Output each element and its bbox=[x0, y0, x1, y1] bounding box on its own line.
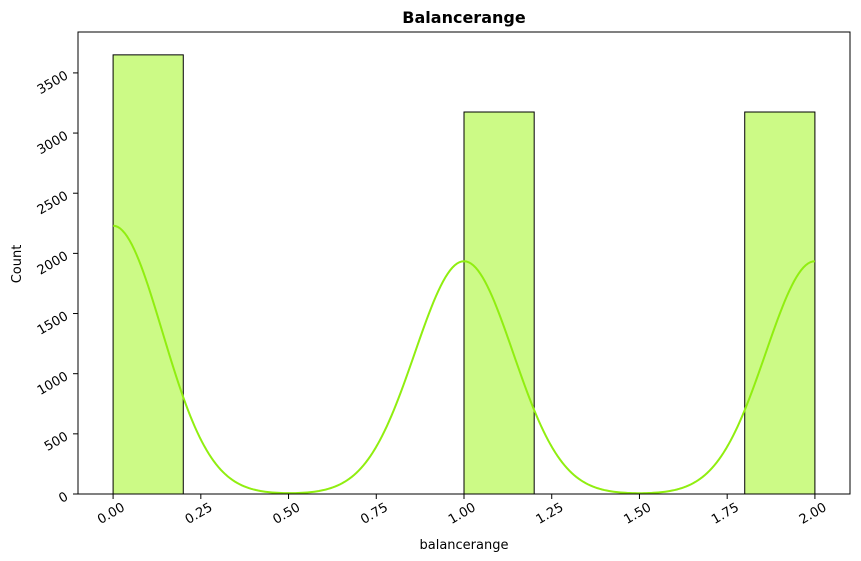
y-tick-label: 0 bbox=[56, 489, 71, 506]
x-tick-label: 0.25 bbox=[183, 500, 216, 527]
y-tick-label: 3000 bbox=[35, 129, 71, 159]
histogram-bar bbox=[112, 54, 184, 495]
kde-line bbox=[112, 224, 816, 495]
y-tick-label: 2000 bbox=[35, 249, 71, 279]
x-tick-label: 0.75 bbox=[358, 500, 391, 527]
plot-frame bbox=[77, 31, 851, 495]
y-tick-label: 1500 bbox=[35, 309, 71, 339]
x-axis-label: balancerange bbox=[420, 538, 509, 553]
histogram-bar bbox=[744, 111, 816, 495]
x-tick-label: 0.00 bbox=[95, 500, 128, 527]
histogram-bar bbox=[463, 111, 535, 495]
bars-layer bbox=[112, 54, 816, 495]
x-tick-label: 1.00 bbox=[446, 500, 479, 527]
x-tick-label: 1.75 bbox=[709, 500, 742, 527]
y-axis-label: Count bbox=[10, 245, 25, 284]
y-tick-label: 2500 bbox=[35, 189, 71, 219]
kde-layer bbox=[112, 224, 816, 495]
y-tick-label: 500 bbox=[42, 429, 71, 454]
y-tick-label: 1000 bbox=[35, 369, 71, 399]
y-axis-ticks: 0 500 1000 1500 2000 2500 3000 3500 bbox=[35, 68, 78, 507]
x-tick-label: 2.00 bbox=[797, 500, 830, 527]
chart-title: Balancerange bbox=[402, 8, 526, 27]
y-tick-label: 3500 bbox=[35, 68, 71, 98]
x-axis-ticks: 0.00 0.25 0.50 0.75 1.00 1.25 1.50 1.75 2.00 bbox=[95, 494, 829, 528]
x-tick-label: 0.50 bbox=[270, 500, 303, 527]
x-tick-label: 1.25 bbox=[534, 500, 567, 527]
x-tick-label: 1.50 bbox=[621, 500, 654, 527]
